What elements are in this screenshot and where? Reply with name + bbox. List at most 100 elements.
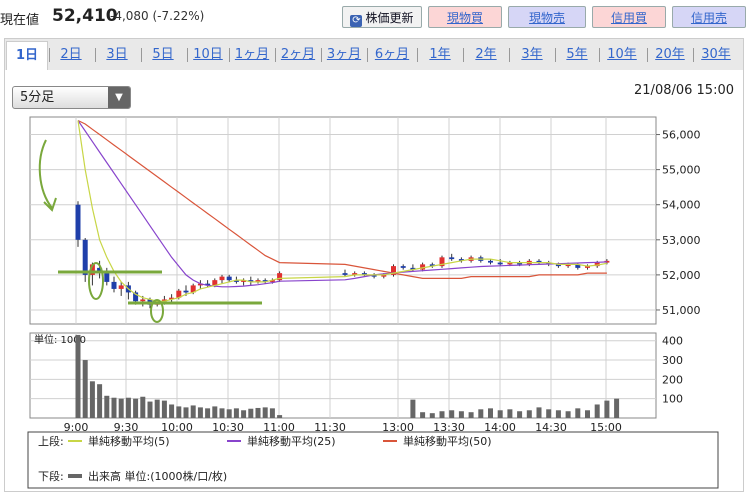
tab-5[interactable]: 10日 [193,47,223,62]
tab-11[interactable]: 2年 [475,47,497,62]
price-tick-label: 52,000 [662,269,701,282]
annotation-circle [88,262,104,300]
tab-1[interactable]: 1日 [6,41,48,70]
candle-body [507,262,513,265]
candle-body [233,280,239,282]
volume-bar [517,411,523,418]
ma50-line [77,119,607,279]
candle-body [161,299,167,302]
candle-body [555,264,561,267]
interval-select[interactable]: 5分足 ▼ [12,86,131,109]
ma25-line [77,120,607,288]
time-tick-label: 9:30 [114,421,139,434]
price-label: 現在値 [0,13,40,28]
refresh-price-button[interactable]: ⟳ 株価更新 [342,6,422,28]
volume-bar [420,412,426,418]
candle-body [241,280,247,282]
candle-body [536,260,542,263]
candle-body [82,239,88,275]
candle-body [420,264,426,270]
tab-separator [367,48,368,62]
volume-bar [241,410,247,418]
candle-body [352,273,358,275]
tab-3[interactable]: 3日 [106,47,128,62]
tab-15[interactable]: 20年 [655,47,685,62]
candle-body [190,285,196,293]
period-tabs: 1日 2日 3日 5日 10日 1ヶ月 2ヶ月 3ヶ月 6ヶ月 1年 2年 3年 5年 10年 20年 30年 [6,41,742,71]
tab-separator [509,48,510,62]
tab-13[interactable]: 5年 [566,47,588,62]
candle-body [133,292,139,302]
legend-item-label: 単純移動平均(25) [247,434,336,448]
price-tick-label: 54,000 [662,199,701,212]
volume-bar [277,415,283,418]
time-tick-label: 11:30 [314,421,346,434]
volume-bar [255,407,261,418]
tab-6[interactable]: 1ヶ月 [234,47,270,62]
tab-9[interactable]: 6ヶ月 [374,47,410,62]
cash-buy-button[interactable]: 現物買 [428,6,502,28]
candle-body [575,264,581,268]
volume-bar [169,404,175,418]
candle-body [219,276,225,281]
volume-bar [183,407,189,418]
tab-12[interactable]: 3年 [521,47,543,62]
tab-separator [599,48,600,62]
chevron-down-icon: ▼ [108,87,130,108]
candle-body [111,281,117,289]
volume-plot-frame [29,332,657,419]
tab-separator [95,48,96,62]
tab-separator [647,48,648,62]
volume-bar [575,408,581,418]
tab-8[interactable]: 3ヶ月 [326,47,362,62]
volume-bar [140,396,146,418]
candle-body [140,299,146,302]
candle-body [226,276,232,281]
candle-body [391,266,396,275]
tab-separator [275,48,276,62]
tab-2[interactable]: 2日 [60,47,82,62]
tab-separator [463,48,464,62]
margin-sell-button[interactable]: 信用売 [672,6,746,28]
annotation-arrow [38,139,53,209]
volume-bar [89,381,95,418]
candle-body [585,266,590,268]
volume-bar [429,413,435,418]
annotation-arrowhead [43,197,57,212]
candle-body [497,262,503,265]
cash-sell-button[interactable]: 現物売 [508,6,586,28]
tab-separator [229,48,230,62]
tab-4[interactable]: 5日 [152,47,174,62]
tab-separator [321,48,322,62]
time-tick-label: 11:00 [263,421,295,434]
annotation-circle [150,299,164,323]
candle-body [400,266,406,268]
volume-bar [507,409,513,418]
candle-body [410,267,416,270]
volume-bar [104,395,110,418]
tab-10[interactable]: 1年 [429,47,451,62]
volume-bar [147,401,153,418]
candle-body [248,280,254,282]
candle-body [604,260,610,263]
volume-tick-label: 100 [662,393,683,406]
time-tick-label: 13:30 [433,421,465,434]
volume-bar [219,408,225,418]
margin-buy-button[interactable]: 信用買 [592,6,666,28]
candle-body [118,285,124,289]
candle-body [176,290,182,298]
time-tick-label: 15:00 [590,421,622,434]
volume-bar [526,410,532,418]
candle-body [342,273,348,275]
tab-7[interactable]: 2ヶ月 [280,47,316,62]
legend-item-label: 単純移動平均(50) [403,434,492,448]
volume-bar [594,404,600,418]
tab-16[interactable]: 30年 [701,47,731,62]
candle-body [371,274,377,277]
volume-bar [176,406,182,418]
tab-14[interactable]: 10年 [607,47,637,62]
volume-bar [212,406,218,418]
volume-bar [125,397,131,418]
volume-bar [233,408,239,418]
